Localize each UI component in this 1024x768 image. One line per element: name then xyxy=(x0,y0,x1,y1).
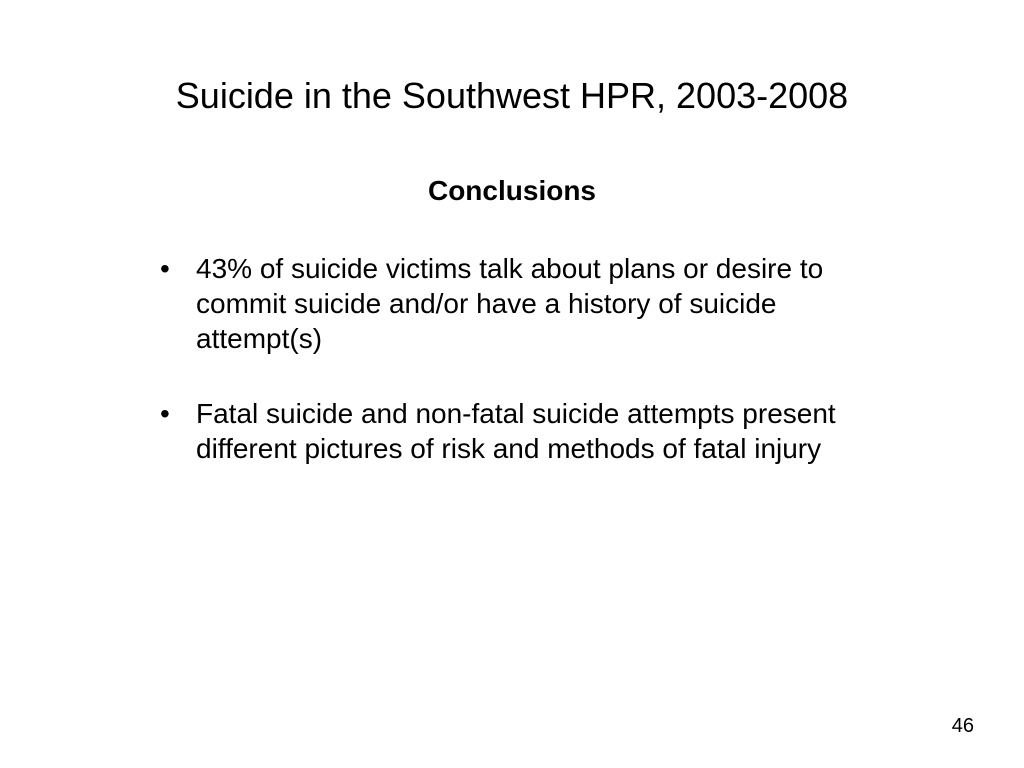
slide-title: Suicide in the Southwest HPR, 2003-2008 xyxy=(120,75,904,117)
slide-subtitle: Conclusions xyxy=(120,175,904,207)
bullet-item: 43% of suicide victims talk about plans … xyxy=(160,251,904,356)
bullet-item: Fatal suicide and non-fatal suicide atte… xyxy=(160,396,904,466)
page-number: 46 xyxy=(952,715,974,738)
slide-container: Suicide in the Southwest HPR, 2003-2008 … xyxy=(0,0,1024,768)
bullet-list: 43% of suicide victims talk about plans … xyxy=(120,251,904,466)
